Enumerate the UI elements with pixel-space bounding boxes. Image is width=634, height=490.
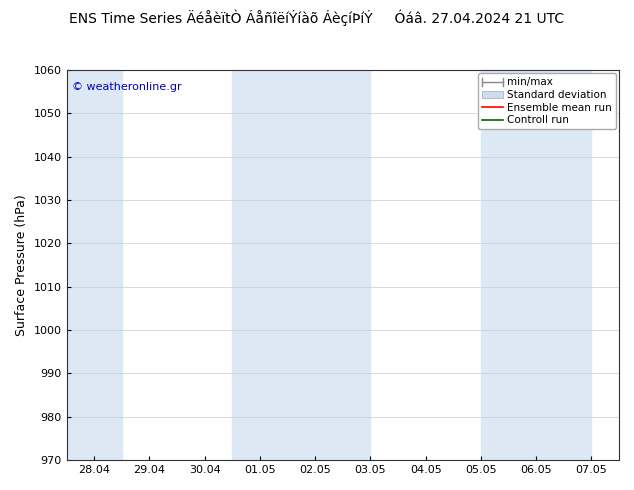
Text: © weatheronline.gr: © weatheronline.gr — [72, 82, 182, 92]
Bar — [481, 70, 592, 460]
Bar — [232, 70, 370, 460]
Text: ENS Time Series ÄéåèïtÒ ÁåñîëíÝíàõ ÁèçíÞíÝ     Óáâ. 27.04.2024 21 UTC: ENS Time Series ÄéåèïtÒ ÁåñîëíÝíàõ ÁèçíÞ… — [70, 10, 564, 26]
Bar — [67, 70, 122, 460]
Y-axis label: Surface Pressure (hPa): Surface Pressure (hPa) — [15, 194, 28, 336]
Legend: min/max, Standard deviation, Ensemble mean run, Controll run: min/max, Standard deviation, Ensemble me… — [478, 73, 616, 129]
